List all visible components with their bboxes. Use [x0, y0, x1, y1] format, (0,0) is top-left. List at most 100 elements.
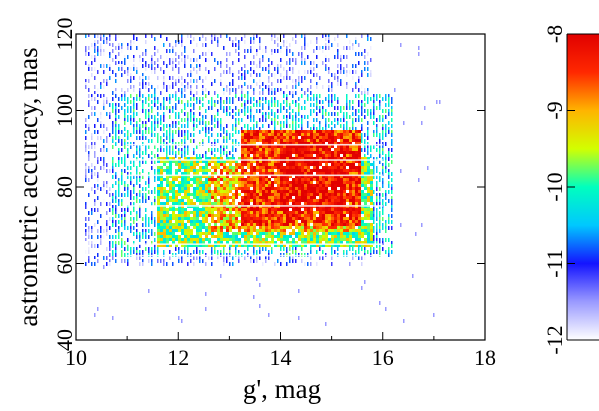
heatmap-cell — [244, 184, 247, 187]
heatmap-cell — [196, 178, 199, 181]
heatmap-cell — [193, 139, 195, 143]
heatmap-cell — [334, 178, 337, 181]
heatmap-cell — [331, 241, 334, 244]
heatmap-cell — [286, 121, 288, 125]
heatmap-cell — [349, 142, 352, 145]
heatmap-cell — [256, 238, 259, 241]
heatmap-cell — [313, 220, 316, 223]
heatmap-cell — [277, 121, 279, 125]
heatmap-cell — [343, 238, 346, 241]
heatmap-cell — [250, 217, 253, 220]
heatmap-cell — [370, 199, 373, 202]
heatmap-cell — [373, 103, 375, 107]
heatmap-cell — [295, 130, 298, 133]
heatmap-cell — [88, 256, 90, 260]
heatmap-cell — [253, 97, 255, 101]
heatmap-cell — [256, 136, 259, 139]
heatmap-cell — [151, 160, 153, 164]
heatmap-cell — [331, 184, 334, 187]
heatmap-cell — [133, 67, 135, 71]
heatmap-cell — [343, 70, 345, 74]
heatmap-cell — [217, 148, 219, 152]
heatmap-cell — [97, 88, 99, 92]
heatmap-cell — [253, 199, 256, 202]
heatmap-cell — [211, 196, 214, 199]
heatmap-cell — [382, 133, 384, 137]
heatmap-cell — [424, 106, 426, 110]
heatmap-cell — [313, 163, 316, 166]
heatmap-cell — [301, 181, 304, 184]
heatmap-cell — [145, 109, 147, 113]
heatmap-cell — [223, 190, 226, 193]
heatmap-cell — [337, 220, 340, 223]
heatmap-cell — [103, 148, 105, 152]
heatmap-cell — [244, 124, 246, 128]
heatmap-cell — [301, 115, 303, 119]
heatmap-cell — [331, 256, 333, 260]
heatmap-cell — [355, 148, 358, 151]
heatmap-cell — [91, 169, 93, 173]
heatmap-cell — [190, 244, 193, 247]
heatmap-cell — [130, 118, 132, 122]
heatmap-cell — [322, 232, 325, 235]
heatmap-cell — [190, 223, 193, 226]
heatmap-cell — [244, 106, 246, 110]
heatmap-cell — [217, 193, 220, 196]
heatmap-cell — [193, 97, 195, 101]
heatmap-cell — [283, 151, 286, 154]
heatmap-cell — [295, 166, 298, 169]
heatmap-cell — [307, 172, 310, 175]
heatmap-cell — [232, 79, 234, 83]
heatmap-cell — [280, 178, 283, 181]
heatmap-cell — [109, 202, 111, 206]
heatmap-cell — [178, 208, 181, 211]
heatmap-cell — [151, 202, 153, 206]
heatmap-cell — [253, 145, 256, 148]
heatmap-cell — [205, 94, 207, 98]
heatmap-cell — [328, 238, 331, 241]
heatmap-cell — [178, 121, 180, 125]
heatmap-cell — [85, 136, 87, 140]
heatmap-cell — [328, 202, 331, 205]
heatmap-cell — [241, 214, 244, 217]
heatmap-cell — [220, 214, 223, 217]
heatmap-cell — [193, 79, 195, 83]
heatmap-cell — [220, 103, 222, 107]
heatmap-cell — [94, 49, 96, 53]
heatmap-cell — [109, 133, 111, 137]
heatmap-cell — [244, 214, 247, 217]
heatmap-cell — [229, 181, 232, 184]
heatmap-cell — [373, 94, 375, 98]
heatmap-cell — [127, 166, 129, 170]
heatmap-cell — [178, 199, 181, 202]
heatmap-cell — [304, 235, 307, 238]
heatmap-cell — [262, 199, 265, 202]
heatmap-cell — [439, 100, 441, 104]
heatmap-cell — [112, 136, 114, 140]
heatmap-cell — [160, 196, 163, 199]
heatmap-cell — [226, 208, 229, 211]
heatmap-cell — [106, 211, 108, 215]
heatmap-cell — [160, 226, 163, 229]
heatmap-cell — [178, 79, 180, 83]
heatmap-cell — [292, 214, 295, 217]
heatmap-cell — [331, 217, 334, 220]
heatmap-cell — [133, 160, 135, 164]
heatmap-cell — [157, 106, 159, 110]
heatmap-cell — [370, 163, 373, 166]
heatmap-cell — [337, 178, 340, 181]
heatmap-cell — [382, 115, 384, 119]
heatmap-cell — [250, 100, 252, 104]
heatmap-cell — [286, 130, 289, 133]
heatmap-cell — [382, 118, 384, 122]
heatmap-cell — [286, 145, 289, 148]
heatmap-cell — [331, 112, 333, 116]
heatmap-cell — [346, 160, 349, 163]
heatmap-cell — [250, 139, 253, 142]
heatmap-cell — [367, 52, 369, 56]
heatmap-cell — [316, 64, 318, 68]
heatmap-cell — [214, 37, 216, 41]
heatmap-cell — [145, 61, 147, 65]
heatmap-cell — [307, 130, 310, 133]
heatmap-cell — [190, 160, 193, 163]
